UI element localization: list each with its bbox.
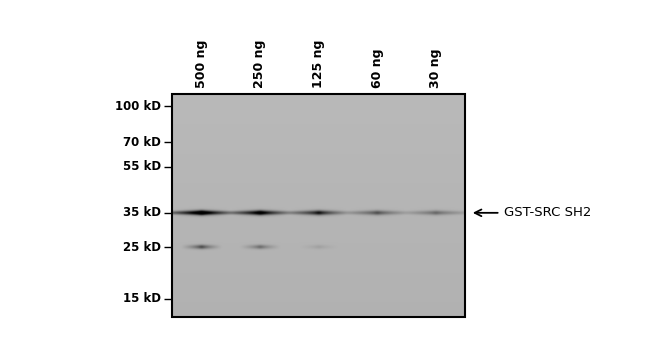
Text: 250 ng: 250 ng <box>254 39 266 88</box>
Text: 55 kD: 55 kD <box>123 160 161 174</box>
Text: 125 ng: 125 ng <box>312 39 325 88</box>
Text: 70 kD: 70 kD <box>124 136 161 149</box>
Text: 30 ng: 30 ng <box>429 48 442 88</box>
Text: 35 kD: 35 kD <box>124 206 161 219</box>
Text: 100 kD: 100 kD <box>115 99 161 113</box>
Text: GST-SRC SH2: GST-SRC SH2 <box>504 206 591 219</box>
Text: 15 kD: 15 kD <box>124 293 161 305</box>
Text: 25 kD: 25 kD <box>124 241 161 253</box>
Text: 500 ng: 500 ng <box>195 39 208 88</box>
Bar <box>172 94 465 317</box>
Text: 60 ng: 60 ng <box>370 48 383 88</box>
